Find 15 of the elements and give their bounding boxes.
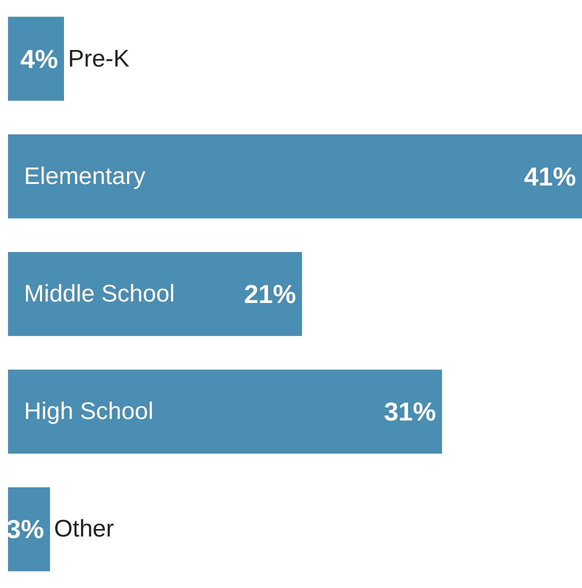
data-label: 41% [524,161,576,192]
y-tick-label: Elementary [24,162,146,190]
bar [8,252,302,336]
y-tick-label: Pre-K [68,45,130,72]
data-label: 4% [20,44,58,74]
bar [8,16,64,101]
bar [8,487,50,572]
y-tick-label: Middle School [24,280,175,308]
data-label: 21% [244,279,296,309]
data-label: 3% [6,514,44,544]
bar [8,370,442,454]
y-tick-label: High School [24,398,154,426]
bar [8,134,582,218]
y-tick-label: Other [54,516,114,543]
data-label: 31% [384,396,436,427]
